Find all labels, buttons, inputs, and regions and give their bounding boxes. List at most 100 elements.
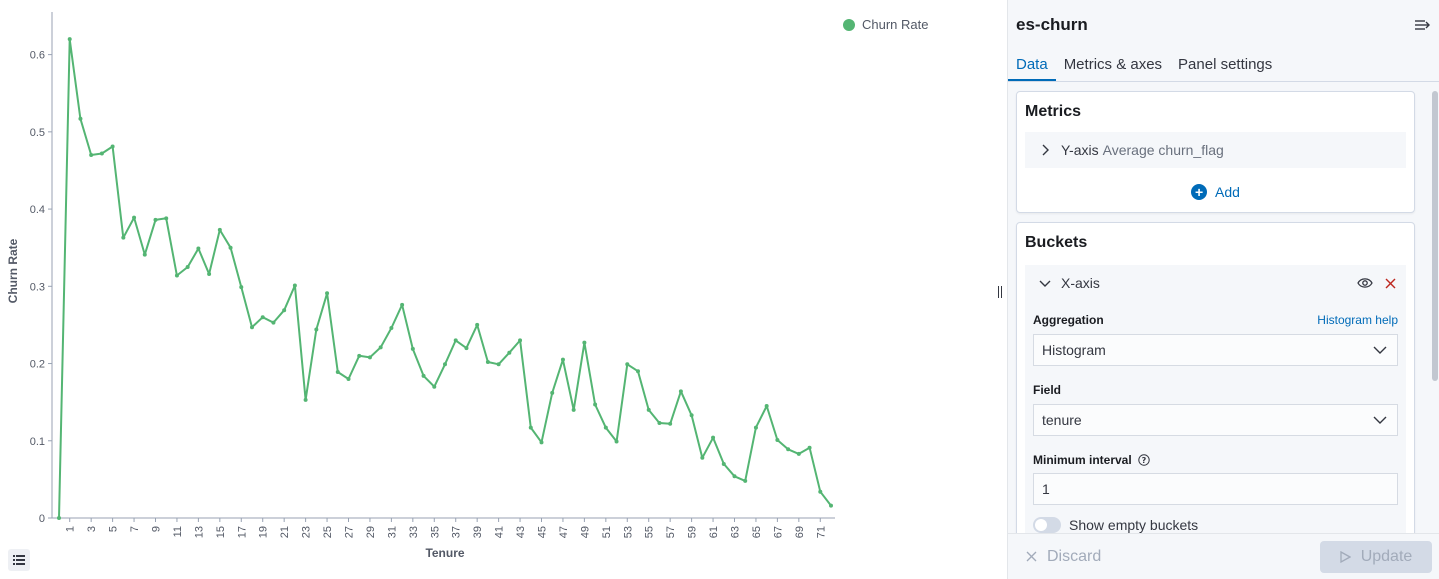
empty-buckets-toggle-row[interactable]: Show empty buckets [1033,517,1198,533]
x-tick-label: 31 [386,526,398,538]
y-tick-label: 0.1 [30,436,45,448]
x-tick-label: 7 [129,526,141,532]
legend[interactable]: Churn Rate [843,17,928,32]
metric-description: Average churn_flag [1102,142,1224,158]
data-point [646,407,651,412]
x-tick-label: 61 [708,526,720,538]
chevron-down-icon [1373,416,1387,424]
update-button[interactable]: Update [1320,540,1432,573]
empty-buckets-switch[interactable] [1033,517,1061,533]
data-point [325,291,330,296]
discard-button[interactable]: Discard [1026,548,1101,566]
aggregation-select[interactable]: Histogram [1033,334,1398,366]
side-panel: es-churn Data Metrics & axes Panel setti… [1007,0,1439,579]
data-point [796,451,801,456]
x-tick-label: 37 [451,526,463,538]
metric-y-axis-row[interactable]: Y-axis Average churn_flag [1025,132,1406,168]
data-point [292,283,297,288]
line-chart: 00.10.20.30.40.50.61 3 5 7 9 11 13 15 17 19 21 23 25… [6,12,835,560]
metrics-title: Metrics [1025,103,1082,120]
interval-input[interactable]: 1 [1033,473,1398,505]
x-tick-label: 53 [622,526,634,538]
legend-color-dot [843,18,855,31]
data-point [571,407,576,412]
data-point [67,37,72,42]
bucket-settings: Aggregation Histogram help Histogram Fie… [1025,301,1406,533]
list-icon [13,555,25,565]
tab-panel-settings[interactable]: Panel settings [1178,56,1273,73]
data-point [636,369,640,374]
x-tick-label: 71 [815,526,827,538]
metric-axis-label: Y-axis [1061,142,1099,158]
tab-data[interactable]: Data [1008,50,1056,81]
svg-text:?: ? [1141,456,1146,465]
data-point [775,437,780,442]
data-point [560,357,565,362]
bucket-x-axis-row[interactable]: X-axis [1025,265,1406,301]
x-tick-label: 27 [344,526,356,538]
data-point [603,425,608,430]
panel-title: es-churn [1016,15,1088,34]
question-circle-icon[interactable]: ? [1137,454,1150,466]
series-line [58,38,832,519]
x-tick-label: 41 [494,526,506,538]
data-point [485,359,490,364]
data-point [528,425,533,430]
y-tick-label: 0.2 [30,359,45,371]
buckets-card: Buckets X-axis [1016,222,1415,533]
data-point [196,246,201,251]
eye-icon[interactable] [1357,277,1373,289]
add-metric-label: Add [1215,184,1240,200]
data-point [164,216,169,221]
x-tick-label: 15 [215,526,227,538]
add-metric-button[interactable]: + Add [1017,184,1414,200]
data-point [121,235,126,240]
x-tick-label: 33 [408,526,420,538]
data-point [314,327,319,332]
field-select[interactable]: tenure [1033,404,1398,436]
data-point [689,413,694,418]
remove-icon[interactable] [1385,278,1396,289]
data-point [700,455,705,460]
collapse-panel-icon[interactable] [1413,16,1431,34]
data-point [367,355,372,360]
histogram-help-link[interactable]: Histogram help [1317,313,1398,327]
panel-resize-handle[interactable] [996,286,1004,302]
data-point [346,376,351,381]
editor-footer: Discard Update [1008,533,1439,579]
x-tick-label: 1 [65,526,77,532]
data-point [432,384,437,389]
tab-metrics-axes[interactable]: Metrics & axes [1063,56,1163,73]
legend-toggle-button[interactable] [8,549,30,571]
scrollbar[interactable] [1432,91,1438,381]
close-icon [1026,551,1037,562]
data-point [550,390,555,395]
aggregation-label: Aggregation [1033,313,1104,327]
x-tick-label: 39 [472,526,484,538]
x-tick-label: 57 [665,526,677,538]
data-point [185,265,190,269]
data-point [711,435,716,440]
x-tick-label: 63 [730,526,742,538]
x-tick-label: 55 [644,526,656,538]
data-point [786,447,791,452]
data-point [464,346,469,351]
data-point [753,425,758,430]
data-point [153,217,158,222]
data-point [207,271,212,276]
x-tick-label: 25 [322,526,334,538]
metrics-card: Metrics Y-axis Average churn_flag + Add [1016,91,1415,213]
editor-scroll-area[interactable]: Metrics Y-axis Average churn_flag + Add … [1008,83,1439,533]
data-point [99,151,104,156]
chart-area: 0 0.1 0.2 0.3 0.4 0.5 0.6 1 3 5 7 9 11 13 15 17 19 21 23 25… [6,12,929,571]
interval-label-text: Minimum interval [1033,453,1132,467]
buckets-title: Buckets [1025,234,1088,251]
data-point [593,402,598,407]
y-tick-label: 0.6 [30,50,45,62]
chevron-right-icon [1042,144,1049,156]
update-label: Update [1360,547,1413,565]
x-tick-label: 51 [601,526,613,538]
data-point [410,346,415,351]
data-point [132,215,137,220]
data-point [678,389,683,394]
